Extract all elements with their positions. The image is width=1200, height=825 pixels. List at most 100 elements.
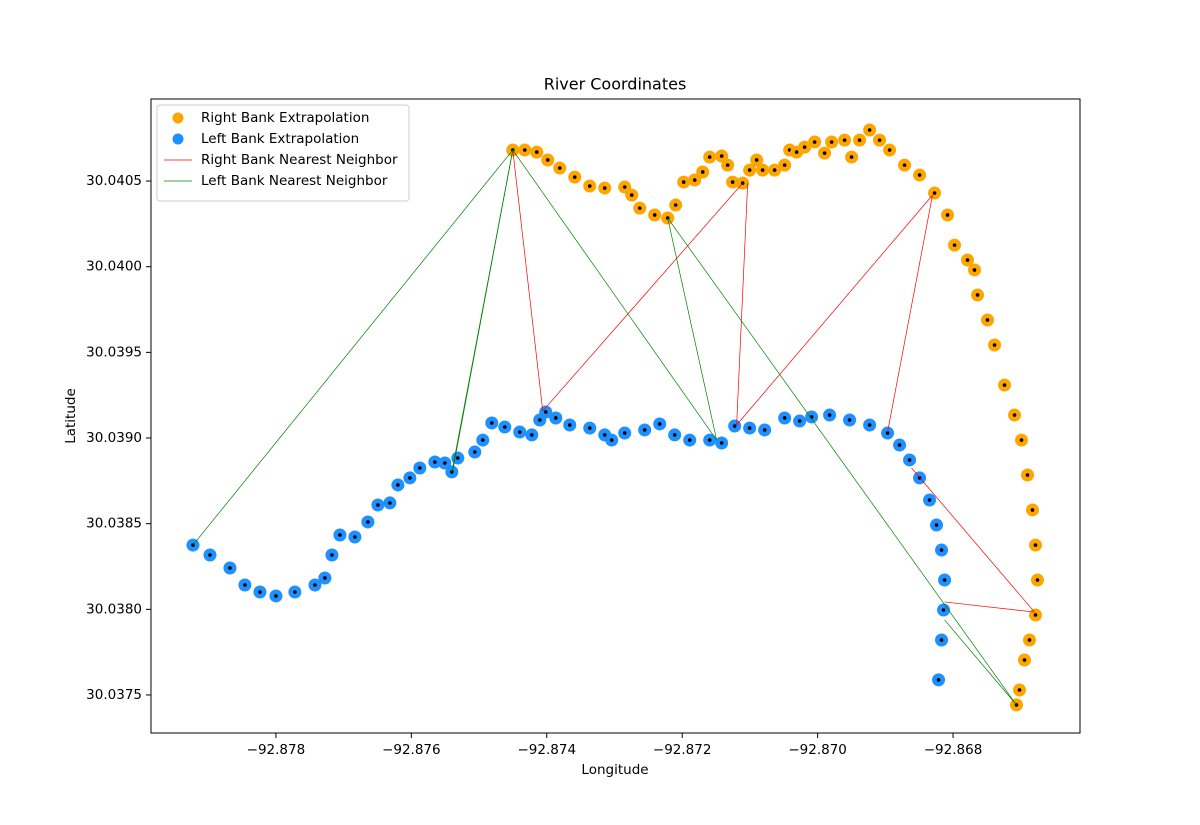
point-center [927, 498, 932, 502]
point-center [376, 503, 380, 507]
point [583, 421, 597, 435]
neighbor-line [667, 217, 1017, 706]
point-center [887, 148, 892, 152]
point-center [572, 175, 577, 179]
point-center [442, 461, 447, 465]
point [625, 188, 639, 202]
neighbor-line [451, 149, 514, 472]
point [913, 168, 927, 182]
point [598, 181, 612, 195]
point-center [480, 438, 485, 442]
point [863, 123, 877, 137]
point-center [456, 456, 460, 460]
x-tick-label: −92.874 [517, 742, 576, 758]
legend-label: Right Bank Nearest Neighbor [201, 152, 398, 168]
point [863, 418, 877, 432]
point-center [672, 433, 677, 437]
point-center [747, 426, 752, 430]
point [948, 238, 962, 252]
point [683, 433, 697, 447]
point-center [897, 443, 902, 447]
point-center [932, 191, 937, 195]
point-center [917, 173, 922, 177]
point [768, 163, 782, 177]
point [715, 436, 729, 450]
point [881, 426, 895, 440]
point [825, 135, 839, 149]
point-center [782, 416, 787, 420]
point [808, 135, 822, 149]
point-center [687, 438, 692, 442]
point [1022, 633, 1036, 647]
point-center [812, 140, 817, 144]
legend-marker [172, 133, 184, 145]
point-center [802, 145, 807, 149]
point-center [602, 186, 607, 190]
point [1030, 573, 1044, 587]
point [333, 528, 347, 542]
point-center [1025, 473, 1030, 477]
point [932, 673, 946, 687]
point-center [1019, 438, 1024, 442]
point [696, 165, 710, 179]
point [750, 153, 764, 167]
point [1014, 433, 1028, 447]
point-center [754, 158, 759, 162]
point-center [719, 441, 724, 445]
axes-frame [150, 98, 1081, 734]
point [903, 453, 917, 467]
x-tick-label: −92.872 [653, 742, 712, 758]
point [1025, 503, 1039, 517]
x-tick-label: −92.876 [382, 742, 441, 758]
point-center [1035, 578, 1040, 582]
point-center [609, 438, 614, 442]
point-center [330, 553, 334, 557]
point-center [877, 138, 882, 142]
point [688, 173, 702, 187]
point-center [537, 418, 542, 422]
point-center [849, 155, 854, 159]
point-center [975, 293, 980, 297]
point-center [622, 431, 627, 435]
point [818, 146, 832, 160]
point [758, 423, 772, 437]
point-center [502, 425, 507, 429]
point [553, 161, 567, 175]
point-center [657, 422, 662, 426]
point [518, 143, 532, 157]
legend-label: Left Bank Nearest Neighbor [201, 173, 388, 189]
point [961, 253, 975, 267]
point [668, 428, 682, 442]
point [988, 338, 1002, 352]
point-center [313, 583, 317, 587]
point [838, 133, 852, 147]
point [798, 140, 812, 154]
point-center [885, 431, 890, 435]
neighbor-line [736, 194, 933, 426]
point [633, 201, 647, 215]
legend-label: Left Bank Extrapolation [201, 131, 359, 147]
point [1013, 683, 1027, 697]
point [728, 419, 742, 433]
point-center [707, 155, 712, 159]
point-center [857, 138, 862, 142]
point [743, 421, 757, 435]
point-center [941, 608, 946, 612]
point-center [258, 590, 262, 594]
chart-title: River Coordinates [544, 75, 687, 94]
point-center [760, 168, 765, 172]
point [726, 175, 740, 189]
y-tick-label: 30.0395 [86, 344, 142, 360]
point [383, 496, 397, 510]
point [843, 413, 857, 427]
point [541, 153, 555, 167]
point [935, 633, 949, 647]
point-center [867, 128, 872, 132]
point [756, 163, 770, 177]
point [669, 198, 683, 212]
point [413, 461, 427, 475]
point [981, 313, 995, 327]
point-center [629, 193, 634, 197]
point-center [732, 424, 737, 428]
